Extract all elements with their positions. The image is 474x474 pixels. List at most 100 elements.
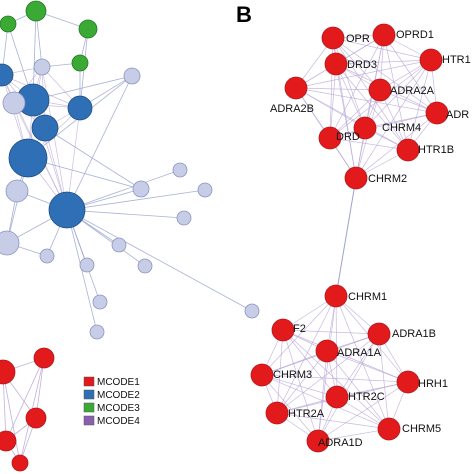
node-htr2a (265, 401, 289, 425)
network-edge (261, 295, 337, 376)
panel-a-node (71, 54, 89, 72)
panel-a-node (0, 63, 14, 87)
node-hrh1 (396, 370, 420, 394)
node-adra1a (315, 339, 339, 363)
network-edge (335, 63, 409, 151)
node-label-adra1a: ADRA1A (337, 347, 382, 359)
node-label-f2: F2 (293, 323, 306, 335)
panel-a-node (78, 19, 98, 39)
network-edge (329, 89, 381, 139)
network-edge (332, 37, 432, 61)
node-label-adr: ADR (446, 109, 469, 121)
bridge-edge (335, 177, 357, 297)
network-edge (383, 34, 438, 114)
panel-a-node (197, 182, 213, 198)
node-label-chrm2: CHRM2 (368, 173, 407, 185)
panel-a-node (33, 58, 51, 76)
node-adr (425, 101, 449, 125)
network-edge (276, 295, 337, 414)
panel-a-node (79, 257, 95, 273)
node-label-hrh1: HRH1 (418, 378, 448, 390)
network-edge (317, 333, 380, 442)
legend-swatch-mcode1 (83, 376, 95, 387)
network-edge (66, 75, 133, 211)
network-edge (317, 428, 390, 442)
network-edge (335, 59, 432, 65)
network-edge (317, 381, 409, 442)
node-chrm3 (250, 363, 274, 387)
node-label-htr1: HTR1 (442, 54, 471, 66)
network-edge (66, 189, 206, 211)
panel-a-node (5, 179, 29, 203)
panel-a-node (244, 303, 260, 319)
panel-a-node (33, 347, 55, 369)
network-edge (335, 63, 366, 129)
node-label-adra1b: ADRA1B (392, 328, 436, 340)
node-label-adra2b: ADRA2B (270, 103, 314, 115)
node-label-oprk1: OPR (346, 33, 370, 45)
network-edge (32, 75, 133, 101)
node-htr1 (419, 48, 443, 72)
network-edge (355, 34, 385, 179)
legend-label-mcode2: MCODE2 (97, 390, 140, 401)
network-edge (276, 329, 284, 414)
panel-b-nodes (250, 23, 449, 453)
network-edge (66, 209, 98, 333)
node-htr2c (325, 385, 349, 409)
network-edge (5, 357, 45, 442)
panel-a-node (2, 91, 26, 115)
network-edge (27, 157, 142, 190)
panel-a-node (11, 454, 29, 472)
panel-b-label: B (236, 2, 252, 27)
panel-a-node (31, 114, 59, 142)
network-edge (66, 209, 253, 312)
panel-a-node (176, 210, 192, 226)
network-edge (66, 169, 181, 211)
node-adra1b (367, 322, 391, 346)
network-edge (2, 371, 21, 464)
panel-a-node (0, 15, 17, 33)
network-edge (326, 350, 409, 383)
network-edge (407, 59, 432, 151)
panel-a-node (48, 191, 86, 229)
network-edge (261, 374, 319, 442)
network-edge (282, 329, 409, 383)
node-label-htr2a: HTR2A (288, 408, 325, 420)
panel-a-node (0, 230, 20, 256)
network-edge (44, 127, 142, 190)
network-edge (282, 329, 338, 398)
node-label-chrm5: CHRM5 (402, 423, 441, 435)
network-edge (276, 333, 380, 414)
network-edge (295, 59, 432, 89)
network-edge (261, 374, 409, 383)
node-chrm5 (377, 417, 401, 441)
network-edge (295, 87, 381, 91)
network-edge (276, 412, 390, 430)
network-edge (282, 329, 319, 442)
panel-a-node (137, 258, 153, 274)
node-label-adra1d: ADRA1D (318, 437, 363, 449)
legend-label-mcode4: MCODE4 (97, 416, 140, 427)
network-edge (317, 350, 328, 442)
network-edge (378, 333, 390, 430)
node-label-chrm3: CHRM3 (273, 369, 312, 381)
network-edge (282, 329, 380, 335)
legend-swatch-mcode2 (83, 389, 95, 400)
node-label-drd2: DRD (336, 131, 360, 143)
node-label-htr1b: HTR1B (418, 144, 454, 156)
network-edge (332, 37, 438, 114)
panel-a-node (39, 248, 55, 264)
network-edge (336, 333, 380, 398)
node-adra1d (306, 429, 330, 453)
node-adra2a (368, 78, 392, 102)
legend-label-mcode1: MCODE1 (97, 377, 140, 388)
network-edge (329, 34, 385, 139)
network-edge (66, 209, 185, 219)
node-oprk1 (321, 26, 345, 50)
panel-a-node (25, 0, 47, 22)
node-label-chrm1: CHRM1 (348, 291, 387, 303)
network-edge (261, 374, 338, 398)
node-drd3 (324, 52, 348, 76)
node-f2 (271, 318, 295, 342)
node-label-htr2c: HTR2C (348, 391, 385, 403)
